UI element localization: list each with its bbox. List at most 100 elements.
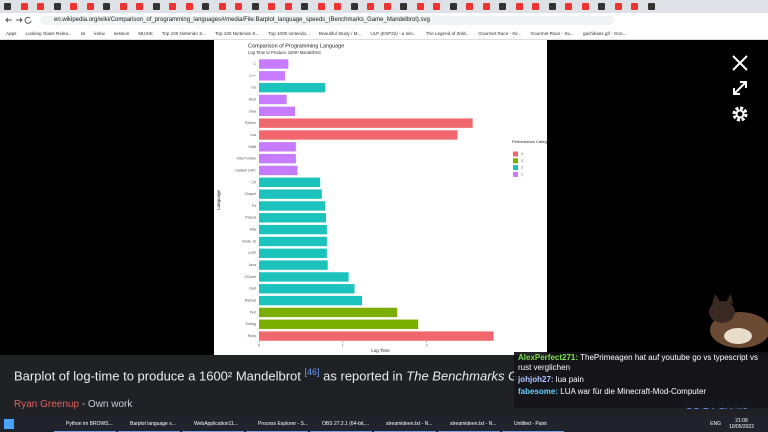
caption-text: Barplot of log-time to produce a 1600² M… [14, 368, 301, 384]
tab[interactable] [416, 3, 424, 10]
bookmark[interactable]: MUSIK [138, 31, 153, 36]
x-tick-label: 2 [426, 343, 428, 347]
x-axis-label: Log Time [371, 348, 390, 353]
tab[interactable] [433, 3, 440, 10]
bar [259, 201, 326, 211]
bar [259, 189, 322, 199]
y-tick-label: Swift [248, 145, 256, 149]
tab[interactable] [400, 3, 407, 10]
x-tick-label: 1 [342, 343, 344, 347]
bookmark[interactable]: Looking Glass Relea... [25, 31, 72, 36]
url[interactable]: en.wikipedia.org/wiki/Comparison_of_prog… [40, 16, 614, 25]
bar [259, 59, 289, 69]
taskbar-item[interactable]: OBS 27.2.1 (64-bit,... [310, 416, 372, 432]
bookmark[interactable]: The Legend of Zeld... [425, 31, 470, 36]
tab[interactable] [235, 3, 242, 10]
legend-key [513, 165, 518, 171]
bar [259, 71, 285, 81]
bookmark[interactable]: Top 100 Nintendo S... [161, 31, 207, 36]
tab[interactable] [86, 3, 94, 10]
bookmark[interactable]: Gourmet Race - Kir... [478, 31, 522, 36]
tab[interactable] [169, 3, 176, 10]
tab[interactable] [251, 3, 259, 10]
stream-chat: AlexPerfect271: ThePrimeagen hat auf you… [514, 352, 768, 408]
tab[interactable] [482, 3, 490, 10]
tab[interactable] [631, 3, 638, 10]
nav-icons[interactable] [4, 15, 34, 25]
taskbar-item[interactable]: streamideen.txt - N... [438, 416, 500, 432]
tab[interactable] [532, 3, 539, 10]
bookmark[interactable]: ss [80, 31, 86, 36]
y-tick-label: OCaml [245, 275, 256, 279]
tab[interactable] [185, 3, 193, 10]
tab[interactable] [218, 3, 226, 10]
tab[interactable] [614, 3, 622, 10]
taskbar-item[interactable]: Barplot language s... [118, 416, 180, 432]
chat-text: lua pain [555, 375, 584, 384]
tab[interactable] [581, 3, 589, 10]
tab[interactable] [548, 3, 556, 10]
bookmark[interactable]: Apps [6, 31, 17, 36]
tab[interactable] [449, 3, 457, 10]
tab[interactable] [37, 3, 44, 10]
reference[interactable]: [46] [304, 367, 320, 377]
bookmark[interactable]: ULP (ESP32) - a sim... [370, 31, 417, 36]
taskbar-item[interactable]: Python im BROWS... [54, 416, 116, 432]
tab[interactable] [466, 3, 473, 10]
bookmark[interactable]: gachibass gif - Goo... [582, 31, 627, 36]
tab[interactable] [515, 3, 523, 10]
caption: Barplot of log-time to produce a 1600² M… [14, 367, 544, 383]
tab[interactable] [103, 3, 110, 10]
bookmark[interactable]: Beautiful Study / M... [318, 31, 362, 36]
bar [259, 248, 327, 258]
tab[interactable] [499, 3, 506, 10]
tab[interactable] [53, 3, 61, 10]
bookmark[interactable]: session [113, 31, 130, 36]
chat-user: AlexPerfect271: [518, 353, 579, 362]
tab[interactable] [119, 3, 127, 10]
tab[interactable] [202, 3, 209, 10]
chat-user: johjoh27: [518, 375, 554, 384]
bookmark[interactable]: Top 100 Nintendo S... [215, 31, 260, 36]
chat-message: johjoh27: lua pain [514, 374, 768, 386]
bar [259, 284, 355, 294]
tab[interactable] [70, 3, 77, 10]
tab[interactable] [383, 3, 391, 10]
start-button[interactable] [4, 419, 14, 429]
tab[interactable] [301, 3, 308, 10]
taskbar-item[interactable]: WebApplication11... [182, 416, 244, 432]
bookmark[interactable]: Top 1000 nintendo... [268, 31, 310, 36]
tab[interactable] [136, 3, 143, 10]
bar [259, 153, 296, 164]
tab[interactable] [152, 3, 160, 10]
bookmark[interactable]: Gourmet Race - Su... [530, 31, 574, 36]
chat-text: LUA war für die Minecraft-Mod-Computer [560, 387, 707, 396]
tab[interactable] [350, 3, 358, 10]
author-name[interactable]: Ryan Greenup [14, 399, 80, 410]
tab[interactable] [647, 3, 655, 10]
y-tick-label: Python [245, 121, 256, 125]
tab[interactable] [20, 3, 28, 10]
bar [259, 165, 298, 176]
taskbar-item[interactable]: Process Explorer - S... [246, 416, 308, 432]
webcam-cat [709, 294, 768, 348]
y-tick-label: Chapel [245, 192, 257, 196]
legend-label: 3 [521, 159, 523, 163]
close-button[interactable] [732, 55, 748, 71]
tab[interactable] [598, 3, 605, 10]
tab[interactable] [334, 3, 341, 10]
tab[interactable] [268, 3, 275, 10]
settings-button[interactable] [732, 106, 748, 122]
bookmark[interactable]: kekw [94, 31, 105, 36]
tab[interactable] [284, 3, 292, 10]
tab[interactable] [317, 3, 325, 10]
expand-button[interactable] [733, 81, 747, 95]
tab[interactable] [565, 3, 572, 10]
chat-message: AlexPerfect271: ThePrimeagen hat auf you… [514, 352, 768, 374]
y-tick-label: Go [251, 86, 256, 90]
taskbar-item[interactable]: Untitled - Paint [502, 416, 564, 432]
tab[interactable] [4, 3, 11, 10]
tab[interactable] [367, 3, 374, 10]
taskbar-item[interactable]: streamideen.txt - N... [374, 416, 436, 432]
y-tick-label: Node JS [242, 239, 256, 243]
